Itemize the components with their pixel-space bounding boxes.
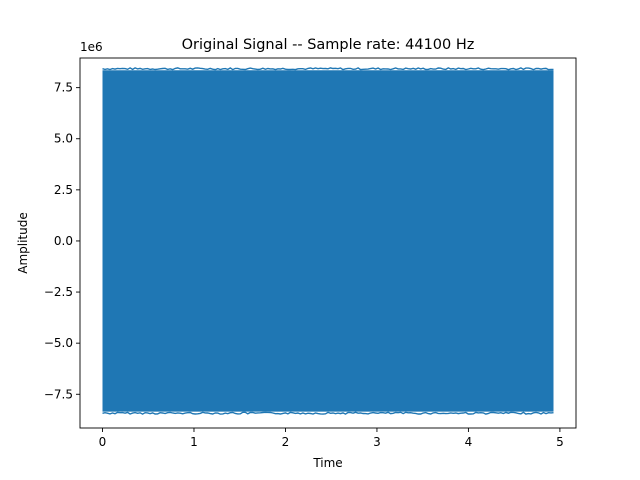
y-tick-label: −2.5: [44, 285, 73, 299]
plot-area: [102, 67, 554, 415]
signal-series-0: [102, 67, 554, 415]
signal-waveform-fill: [102, 70, 554, 412]
y-axis-offset-label: 1e6: [80, 40, 103, 54]
x-tick-label: 4: [465, 435, 473, 449]
x-tick-label: 5: [556, 435, 564, 449]
y-tick-label: −5.0: [44, 336, 73, 350]
x-axis-label: Time: [312, 456, 342, 470]
y-axis-label: Amplitude: [16, 212, 30, 274]
y-axis-ticks: 7.5 5.0 2.5 0.0 −2.5 −5.0 −7.5: [44, 81, 80, 401]
x-tick-label: 2: [282, 435, 290, 449]
x-axis-ticks: 0 1 2 3 4 5: [99, 428, 564, 449]
y-tick-label: 2.5: [54, 183, 73, 197]
x-tick-label: 3: [373, 435, 381, 449]
y-tick-label: −7.5: [44, 387, 73, 401]
plot-frame: [79, 57, 577, 429]
signal-upper-envelope: [102, 67, 554, 71]
chart-title: Original Signal -- Sample rate: 44100 Hz: [182, 37, 475, 53]
y-tick-label: 5.0: [54, 132, 73, 146]
x-tick-label: 1: [190, 435, 198, 449]
y-tick-label: 7.5: [54, 81, 73, 95]
signal-lower-envelope: [102, 411, 554, 415]
y-tick-label: 0.0: [54, 234, 73, 248]
x-tick-label: 0: [99, 435, 107, 449]
